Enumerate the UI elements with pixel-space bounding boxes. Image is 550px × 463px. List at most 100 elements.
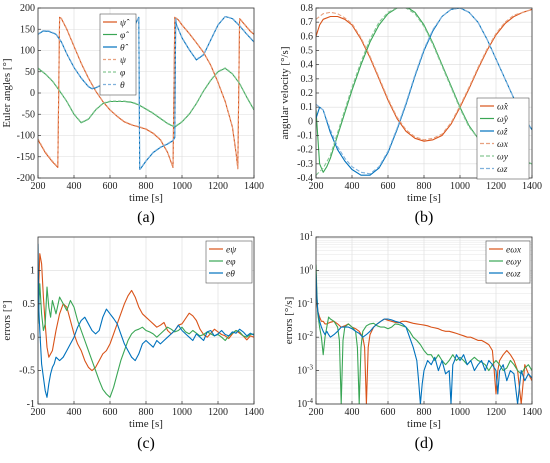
y-tick-label: -50: [22, 109, 35, 120]
x-tick-label: 400: [345, 181, 360, 192]
y-tick-label: 100: [300, 263, 314, 276]
x-tick-label: 400: [67, 407, 82, 418]
series-line-0: [38, 253, 254, 372]
series-line-2: [38, 243, 254, 398]
legend-entry-0: eωx: [506, 246, 522, 256]
y-tick-label: 10-1: [297, 297, 313, 310]
x-tick-label: 600: [381, 407, 396, 418]
y-tick-label: -0.4: [297, 173, 313, 184]
x-axis-label: time [s]: [407, 418, 441, 430]
y-tick-label: 150: [20, 24, 35, 35]
x-tick-label: 1000: [172, 181, 192, 192]
series-line-0: [316, 8, 532, 142]
legend-entry-3: ωx: [497, 140, 509, 150]
y-tick-label: -100: [17, 131, 35, 142]
y-tick-label: 0.8: [301, 3, 314, 14]
legend-entry-1: eφ: [226, 258, 235, 268]
panel-caption: (b): [415, 209, 434, 226]
legend-entry-5: ωz: [497, 165, 508, 175]
x-tick-label: 600: [103, 181, 118, 192]
x-tick-label: 1200: [486, 407, 506, 418]
x-tick-label: 1000: [450, 181, 470, 192]
y-tick-label: 0: [30, 88, 35, 99]
x-tick-label: 1200: [486, 181, 506, 192]
y-tick-label: -0.5: [19, 366, 35, 377]
x-tick-label: 600: [103, 407, 118, 418]
legend-entry-2: ω̂z: [497, 127, 508, 138]
y-tick-label: 0.3: [301, 74, 314, 85]
y-axis-label: errors [°]: [1, 300, 13, 340]
y-tick-label: 0.5: [23, 299, 36, 310]
x-tick-label: 600: [381, 181, 396, 192]
y-tick-label: -1: [27, 399, 35, 410]
series-line-5: [38, 15, 254, 171]
chart-c: 200 400 600 800 1000 1200 1400 -1 -0.5 0 0.5 1 time …: [1, 236, 264, 452]
y-tick-label: -150: [17, 152, 35, 163]
series-line-1: [316, 264, 532, 404]
y-tick-label: 10-4: [297, 397, 313, 410]
y-tick-label: 0.5: [301, 46, 314, 57]
y-tick-label: -0.1: [297, 131, 313, 142]
y-tick-label: -200: [17, 173, 35, 184]
x-axis-label: time [s]: [407, 192, 441, 204]
x-tick-label: 1400: [244, 407, 264, 418]
legend-entry-0: ψ̂: [120, 18, 130, 29]
y-tick-label: 0.6: [301, 31, 314, 42]
legend-entry-1: ω̂y: [497, 114, 509, 125]
x-tick-label: 1400: [522, 181, 542, 192]
x-tick-label: 800: [417, 181, 432, 192]
x-axis-label: time [s]: [129, 418, 163, 430]
y-tick-label: 0.7: [301, 17, 314, 28]
chart-d: 200 400 600 800 1000 1200 1400 10-4 10-3 10-2 10-1…: [283, 230, 542, 452]
y-tick-label: 200: [20, 3, 35, 14]
x-axis-label: time [s]: [129, 192, 163, 204]
y-tick-label: 0.4: [301, 60, 314, 71]
y-tick-label: -0.3: [297, 159, 313, 170]
legend-entry-0: ω̂x: [497, 102, 509, 113]
y-tick-label: 10-3: [297, 364, 313, 377]
series-line-5: [316, 8, 532, 175]
x-tick-label: 1000: [172, 407, 192, 418]
legend-box: [485, 240, 531, 284]
x-tick-label: 400: [345, 407, 360, 418]
x-tick-label: 800: [139, 181, 154, 192]
panel-caption: (a): [137, 209, 155, 226]
x-tick-label: 200: [31, 407, 46, 418]
y-axis-label: errors [°/s]: [283, 297, 295, 344]
x-tick-label: 1200: [208, 407, 228, 418]
legend-entry-1: eωy: [506, 258, 522, 268]
y-tick-label: 10-2: [297, 330, 313, 343]
x-tick-label: 800: [139, 407, 154, 418]
x-tick-label: 1200: [208, 181, 228, 192]
y-axis-label: angular velocity [°/s]: [279, 47, 291, 140]
panel-caption: (c): [137, 435, 155, 452]
y-tick-label: 0: [308, 116, 313, 127]
chart-a: 200 400 600 800 1000 1200 1400 -200 -150 -100 -50 0…: [1, 3, 264, 226]
legend-entry-1: φ̂: [120, 30, 129, 41]
y-tick-label: 1: [30, 265, 35, 276]
x-tick-label: 200: [309, 407, 324, 418]
series-line-2: [316, 273, 532, 404]
x-tick-label: 1400: [244, 181, 264, 192]
y-tick-label: -0.2: [297, 145, 313, 156]
x-tick-label: 1400: [522, 407, 542, 418]
legend-entry-3: ψ: [120, 56, 127, 66]
panel-caption: (d): [415, 435, 434, 452]
legend-entry-2: eωz: [506, 270, 521, 280]
series-line-3: [316, 8, 532, 141]
x-tick-label: 1000: [450, 407, 470, 418]
x-tick-label: 800: [417, 407, 432, 418]
legend-box: [205, 240, 253, 284]
x-tick-label: 200: [31, 181, 46, 192]
series-line-1: [38, 67, 254, 128]
chart-b: 200 400 600 800 1000 1200 1400 -0.4 -0.3 -0.2 -0.1…: [279, 3, 542, 226]
legend-box: [99, 13, 137, 96]
legend-entry-4: ωy: [497, 153, 509, 163]
series-line-3: [38, 16, 254, 170]
y-tick-label: 0.2: [301, 88, 314, 99]
legend-entry-2: eθ: [226, 270, 235, 280]
y-tick-label: 101: [300, 230, 314, 243]
legend-entry-2: θ̂: [120, 43, 129, 54]
legend-entry-5: θ: [120, 81, 125, 91]
y-tick-label: 50: [25, 67, 35, 78]
